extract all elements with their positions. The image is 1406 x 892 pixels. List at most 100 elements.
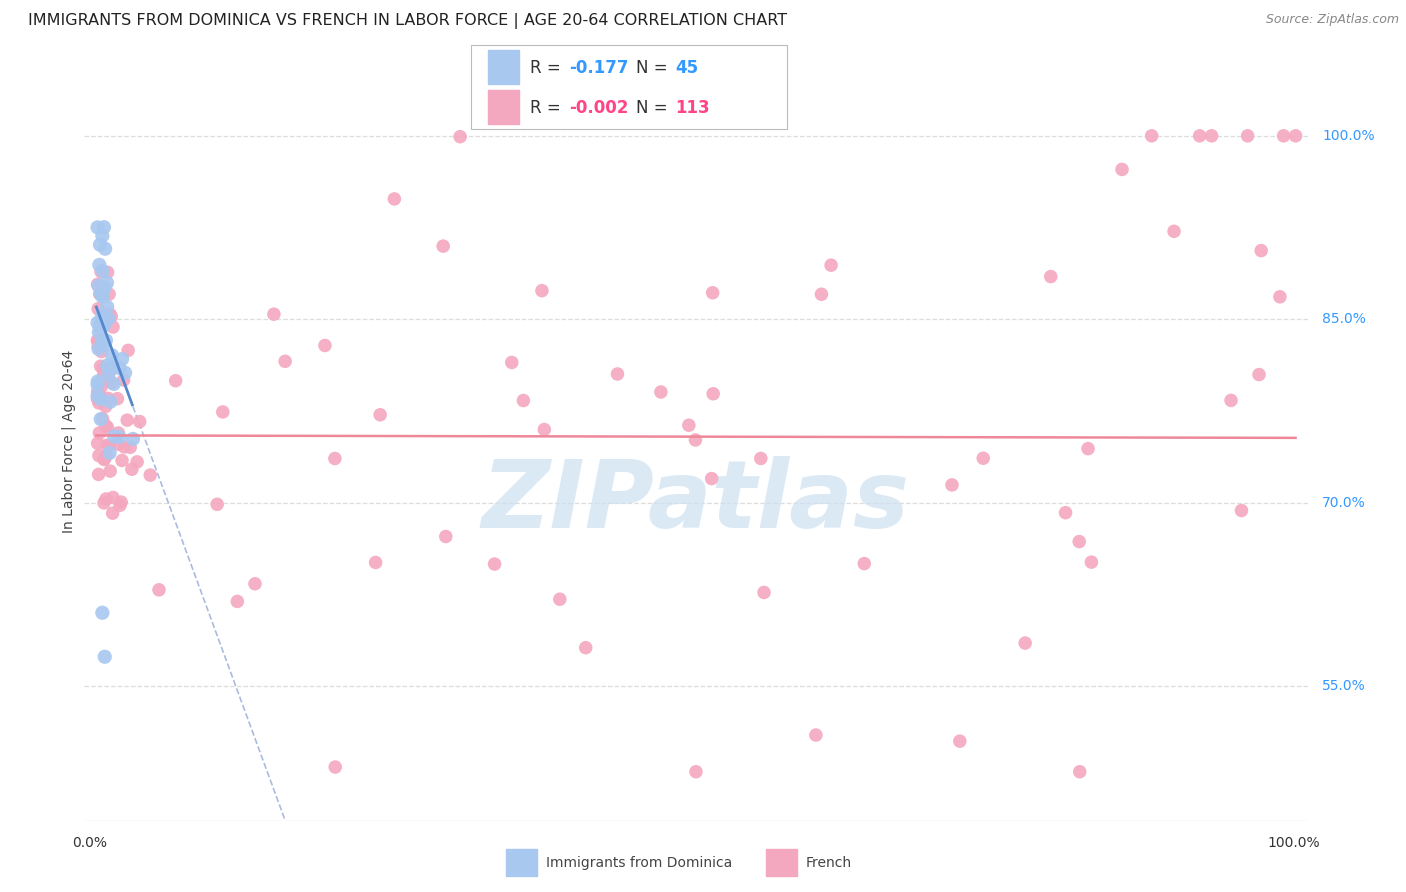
Text: 55.0%: 55.0%	[1322, 679, 1367, 693]
Point	[86, 316, 108, 330]
Point	[243, 576, 266, 591]
Point	[685, 764, 707, 779]
Text: 45: 45	[675, 60, 697, 78]
Point	[112, 440, 135, 454]
Text: Source: ZipAtlas.com: Source: ZipAtlas.com	[1265, 13, 1399, 27]
Point	[820, 258, 842, 272]
Point	[87, 396, 110, 410]
Point	[1054, 506, 1077, 520]
Point	[96, 449, 118, 463]
Point	[810, 287, 832, 301]
Point	[86, 334, 108, 348]
Point	[382, 192, 405, 206]
Point	[87, 301, 110, 316]
Point	[97, 368, 120, 382]
Point	[94, 418, 117, 433]
Point	[111, 352, 134, 367]
Point	[575, 640, 598, 655]
Point	[484, 557, 506, 571]
Point	[91, 606, 114, 620]
Point	[90, 287, 112, 301]
Point	[148, 582, 170, 597]
Point	[501, 355, 523, 369]
Point	[650, 384, 672, 399]
Text: 70.0%: 70.0%	[1322, 496, 1367, 509]
Text: 113: 113	[675, 99, 710, 117]
Point	[114, 366, 136, 380]
Text: Immigrants from Dominica: Immigrants from Dominica	[546, 855, 731, 870]
Point	[364, 556, 387, 570]
Point	[91, 412, 114, 426]
Point	[93, 451, 115, 466]
Point	[93, 452, 115, 467]
Point	[678, 418, 700, 433]
Point	[606, 367, 628, 381]
Point	[91, 309, 114, 323]
Text: 100.0%: 100.0%	[1267, 836, 1320, 850]
Text: -0.002: -0.002	[569, 99, 628, 117]
Point	[90, 412, 112, 426]
Point	[110, 495, 132, 509]
Point	[98, 464, 121, 478]
Point	[98, 287, 121, 301]
Point	[122, 432, 145, 446]
Text: IMMIGRANTS FROM DOMINICA VS FRENCH IN LABOR FORCE | AGE 20-64 CORRELATION CHART: IMMIGRANTS FROM DOMINICA VS FRENCH IN LA…	[28, 13, 787, 29]
Point	[86, 384, 108, 399]
Text: ZIPatlas: ZIPatlas	[482, 456, 910, 549]
Text: -0.177: -0.177	[569, 60, 628, 78]
Point	[96, 300, 118, 314]
Point	[111, 453, 134, 467]
Text: French: French	[806, 855, 852, 870]
Point	[972, 451, 994, 466]
Point	[93, 318, 115, 333]
Point	[1163, 224, 1185, 238]
Point	[87, 339, 110, 353]
Point	[94, 400, 117, 414]
Point	[1236, 128, 1258, 143]
Point	[120, 440, 142, 454]
Point	[91, 264, 114, 278]
Point	[93, 649, 117, 664]
Point	[139, 468, 162, 483]
Point	[96, 276, 118, 290]
Point	[91, 228, 114, 243]
Text: R =: R =	[530, 60, 567, 78]
Point	[90, 344, 112, 359]
Point	[1039, 269, 1062, 284]
Point	[96, 359, 118, 373]
Point	[86, 277, 108, 292]
Point	[90, 359, 112, 373]
Text: N =: N =	[636, 99, 672, 117]
Point	[548, 592, 571, 607]
Point	[1272, 128, 1295, 143]
Point	[89, 287, 111, 301]
Point	[86, 220, 108, 235]
Point	[98, 439, 121, 453]
Point	[101, 320, 124, 334]
Point	[93, 334, 115, 349]
Y-axis label: In Labor Force | Age 20-64: In Labor Force | Age 20-64	[62, 350, 76, 533]
Point	[211, 405, 233, 419]
Point	[100, 359, 122, 374]
Point	[1140, 128, 1163, 143]
Point	[100, 376, 122, 390]
Point	[98, 446, 121, 460]
Point	[89, 258, 111, 272]
Point	[1268, 290, 1291, 304]
Point	[165, 374, 187, 388]
Point	[91, 290, 114, 304]
Point	[91, 317, 114, 331]
Point	[86, 436, 108, 450]
Point	[86, 377, 108, 392]
Point	[89, 389, 111, 403]
Point	[121, 462, 143, 476]
Point	[112, 373, 135, 387]
Point	[91, 335, 114, 350]
Point	[87, 326, 110, 340]
Point	[86, 389, 108, 403]
Point	[274, 354, 297, 368]
Point	[94, 242, 117, 256]
Point	[91, 361, 114, 376]
Point	[91, 287, 114, 301]
Point	[87, 375, 110, 389]
